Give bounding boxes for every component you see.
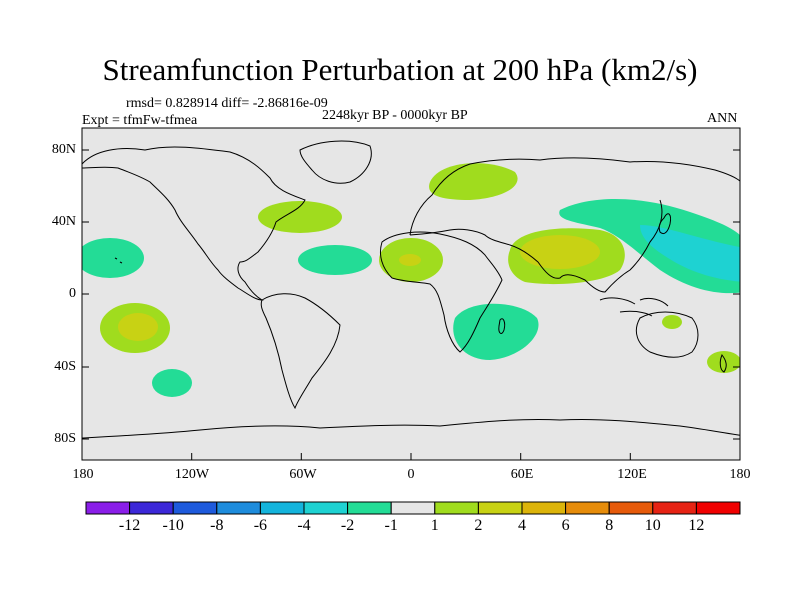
expt-label: Expt = tfmFw-tfmea [82,113,198,128]
colorbar-label: 2 [474,517,483,534]
colorbar-label: 10 [644,517,661,534]
coastline-greenland [299,140,372,184]
colorbar-swatch [477,501,523,515]
contour-neg-pacific-west [82,238,144,278]
contour-pos-europe [429,163,518,200]
contour-neg-north-pacific-core [640,225,740,282]
y-tick-label: 40S [54,359,76,374]
colorbar-label: -6 [253,517,268,534]
axis-ticks [81,149,741,460]
colorbar [85,501,741,515]
colorbar-swatch [129,501,174,515]
contour-neg-south-pacific [152,369,192,397]
colorbar-label: -1 [384,517,398,534]
contour-neg-indian-ocean [453,303,539,360]
colorbar-label: -10 [162,517,184,534]
colorbar-label: -2 [340,517,355,534]
contour-pos-australia [662,315,682,329]
coastlines [82,140,740,439]
colorbar-label: -4 [297,517,311,534]
colorbar-label: -12 [118,517,141,534]
x-tick-label: 180 [72,467,94,482]
coastline-japan [658,213,671,235]
x-tick-label: 120W [174,467,210,482]
y-tick-label: 40N [51,214,76,229]
colorbar-swatch [216,501,261,515]
x-tick-label: 60E [510,467,534,482]
contour-pos-north-atlantic [258,201,342,233]
coastline-eurasia [409,157,740,293]
colorbar-label: 12 [688,517,705,534]
x-tick-label: 60W [289,467,317,482]
map-background [82,128,740,460]
y-tick-label: 0 [69,286,76,301]
season-label: ANN [707,111,738,126]
x-tick-label: 0 [407,467,415,482]
contour-pos-new-zealand [707,351,740,373]
colorbar-label: 4 [518,517,526,534]
y-tick-label: 80N [51,142,76,157]
colorbar-swatch [303,501,349,515]
colorbar-swatch [608,501,654,515]
colorbar-swatch [565,501,610,515]
stats-line: rmsd= 0.828914 diff= -2.86816e-09 [126,96,328,111]
map-title: Streamfunction Perturbation at 200 hPa (… [102,52,698,87]
perturbation-contours [82,163,740,397]
colorbar-swatch [85,501,131,515]
colorbar-swatch [172,501,218,515]
colorbar-swatch [259,501,305,515]
colorbar-label: 8 [605,517,614,534]
colorbar-swatch [695,501,741,515]
coastline-africa [379,231,503,353]
coastline-north-america [82,146,306,301]
coastline-australia [635,311,699,358]
coastline-madagascar [498,318,506,334]
colorbar-swatch [390,501,436,515]
colorbar-swatch [347,501,392,515]
coastline-antarctica [82,418,740,439]
colorbar-swatch [434,501,479,515]
colorbar-label: 1 [430,517,439,534]
coastline-hawaii [114,257,123,264]
coastline-indonesia [599,297,669,317]
contour-pos-sahara-core [399,254,421,266]
coastline-new-zealand [719,354,727,373]
coastline-south-america [260,293,341,410]
colorbar-swatch [652,501,697,515]
colorbar-label: 6 [561,517,570,534]
contour-pos-south-asia-core [520,235,600,269]
colorbar-label: -8 [210,517,224,534]
period-label: 2248kyr BP - 0000kyr BP [322,108,468,123]
y-tick-label: 80S [54,431,76,446]
x-tick-label: 120E [617,467,647,482]
contour-pos-south-pacific-core [118,313,158,341]
contour-neg-atlantic [298,245,372,275]
x-tick-label: 180 [729,467,751,482]
colorbar-swatch [521,501,567,515]
